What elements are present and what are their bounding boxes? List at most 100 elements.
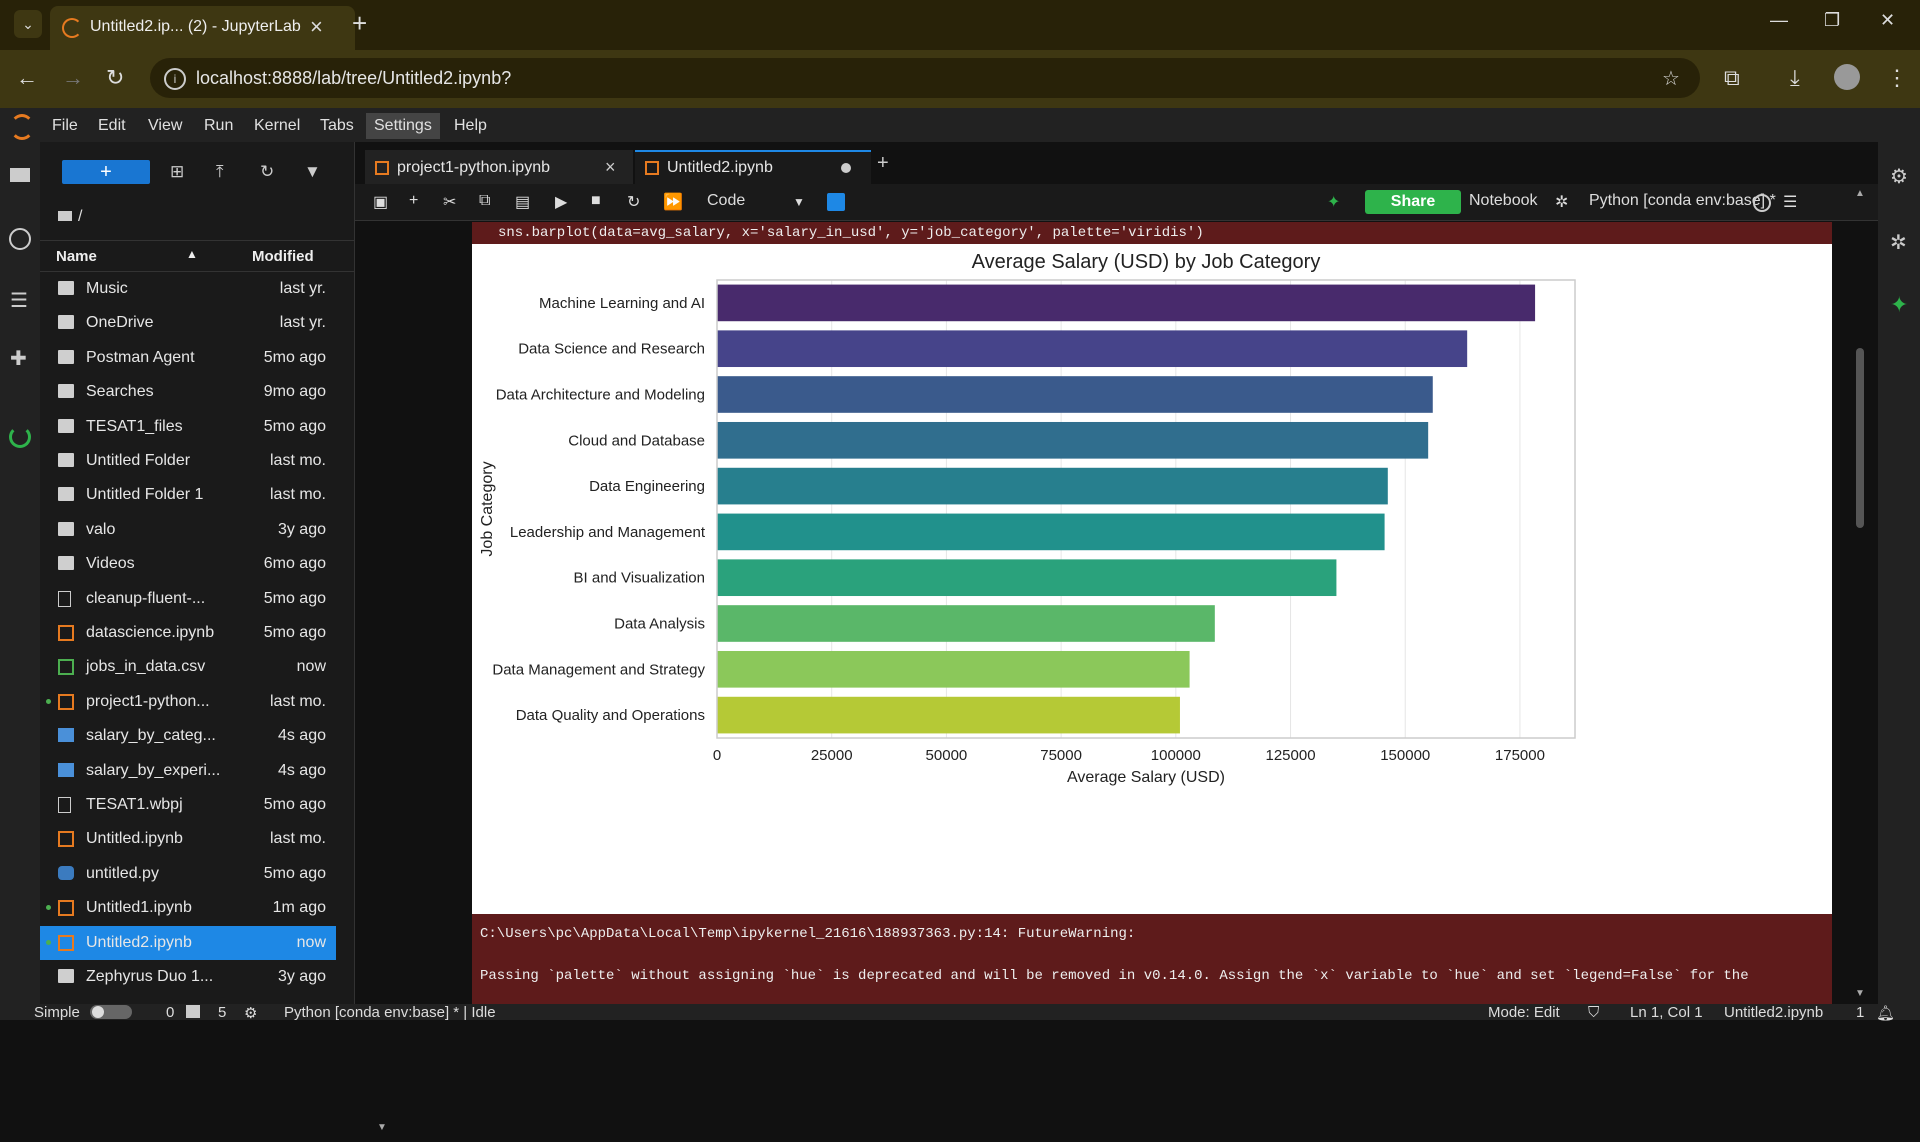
menu-kernel[interactable]: Kernel (254, 117, 301, 134)
menu-tabs[interactable]: Tabs (320, 117, 354, 134)
tab-untitled2[interactable]: Untitled2.ipynb (635, 150, 871, 184)
save-icon[interactable]: ▣ (373, 194, 389, 211)
shield-icon[interactable]: ⛉ (1588, 1004, 1600, 1021)
cursor-position[interactable]: Ln 1, Col 1 (1630, 1004, 1703, 1021)
extensions-puzzle-icon[interactable]: ✚ (10, 348, 27, 370)
code-line[interactable]: sns.barplot(data=avg_salary, x='salary_i… (472, 222, 1832, 244)
back-icon[interactable]: ← (16, 65, 38, 90)
tab-search-button[interactable]: ⌄ (14, 10, 42, 38)
site-info-icon[interactable]: i (164, 68, 186, 90)
scroll-down-icon[interactable]: ▼ (377, 1122, 387, 1133)
breadcrumb[interactable]: / (58, 208, 82, 226)
file-row[interactable]: TESAT1_files 5mo ago (40, 410, 336, 444)
upload-icon[interactable]: ⤒ (216, 162, 224, 181)
column-name[interactable]: Name (56, 248, 97, 265)
kernel-status-text[interactable]: Python [conda env:base] * | Idle (284, 1004, 496, 1021)
new-tab-button[interactable]: + (352, 8, 368, 38)
property-gear-icon[interactable]: ⚙ (1890, 166, 1908, 188)
breadcrumb-root[interactable]: / (78, 208, 83, 225)
file-row[interactable]: Zephyrus Duo 1... 3y ago (40, 960, 336, 994)
forward-icon[interactable]: → (62, 65, 84, 90)
bookmark-star-icon[interactable]: ☆ (1662, 68, 1680, 90)
file-row[interactable]: untitled.py 5mo ago (40, 857, 336, 891)
file-row[interactable]: Untitled1.ipynb 1m ago (40, 891, 336, 925)
bell-icon[interactable]: 🔔︎ (1876, 1005, 1896, 1022)
chevron-down-icon[interactable]: ▼ (793, 195, 805, 209)
omnibox[interactable]: i localhost:8888/lab/tree/Untitled2.ipyn… (150, 58, 1700, 98)
new-launcher-button[interactable]: + (62, 160, 150, 184)
file-row[interactable]: valo 3y ago (40, 513, 336, 547)
url-text[interactable]: localhost:8888/lab/tree/Untitled2.ipynb? (196, 68, 512, 88)
browser-menu-icon[interactable]: ⋮ (1886, 65, 1908, 90)
download-icon[interactable]: ⤓ (1790, 65, 1800, 90)
tab-project1[interactable]: project1-python.ipynb × (365, 150, 633, 184)
file-row[interactable]: project1-python... last mo. (40, 685, 336, 719)
git-icon[interactable] (9, 426, 31, 448)
file-row[interactable]: TESAT1.wbpj 5mo ago (40, 788, 336, 822)
browser-tab[interactable]: Untitled2.ip... (2) - JupyterLab × (50, 6, 355, 50)
stop-icon[interactable]: ■ (591, 192, 601, 209)
menu-run[interactable]: Run (204, 117, 234, 134)
reload-icon[interactable]: ↻ (106, 65, 125, 90)
file-row[interactable]: Music last yr. (40, 272, 336, 306)
terminal-count[interactable]: 0 (166, 1004, 175, 1021)
add-tab-button[interactable]: + (877, 152, 889, 174)
filter-icon[interactable]: ▼ (304, 162, 321, 181)
debugger-bug-icon[interactable]: ✲ (1890, 232, 1907, 254)
extensions-icon[interactable]: ⧉ (1724, 65, 1740, 90)
running-icon[interactable] (9, 228, 31, 250)
column-modified[interactable]: Modified (252, 248, 314, 265)
file-row[interactable]: salary_by_experi... 4s ago (40, 754, 336, 788)
menu-edit[interactable]: Edit (98, 117, 126, 134)
output-cell[interactable]: sns.barplot(data=avg_salary, x='salary_i… (472, 222, 1832, 1004)
ai-sparkle-icon[interactable]: ✦ (1327, 194, 1341, 211)
code-text[interactable]: sns.barplot(data=avg_salary, x='salary_i… (498, 225, 1204, 241)
notebook-scrollbar[interactable]: ▲ ▼ (1855, 188, 1865, 999)
simple-mode-toggle[interactable] (90, 1005, 132, 1019)
scroll-thumb[interactable] (1856, 348, 1864, 528)
file-row[interactable]: salary_by_categ... 4s ago (40, 719, 336, 753)
file-row[interactable]: Videos 6mo ago (40, 547, 336, 581)
scroll-down-icon[interactable]: ▼ (1855, 988, 1865, 999)
run-icon[interactable]: ▶ (555, 194, 568, 211)
cut-icon[interactable]: ✂ (443, 194, 457, 211)
file-row[interactable]: Untitled2.ipynb now (40, 925, 336, 960)
file-row[interactable]: datascience.ipynb 5mo ago (40, 616, 336, 650)
menu-view[interactable]: View (148, 117, 183, 134)
close-icon[interactable]: × (605, 157, 616, 177)
ai-assistant-icon[interactable]: ✦ (1890, 292, 1909, 317)
cell-type-select[interactable]: Code (707, 192, 746, 209)
file-row[interactable]: Searches 9mo ago (40, 375, 336, 409)
restore-icon[interactable]: ❐ (1824, 10, 1841, 30)
avatar[interactable] (1834, 64, 1860, 90)
sort-asc-icon[interactable]: ▲ (186, 247, 198, 261)
paste-icon[interactable]: ▤ (515, 194, 531, 211)
menu-icon[interactable]: ☰ (1783, 194, 1798, 211)
kernel-name[interactable]: Python [conda env:base] * (1589, 192, 1776, 209)
file-row[interactable]: Untitled Folder 1 last mo. (40, 478, 336, 512)
file-row[interactable]: OneDrive last yr. (40, 306, 336, 340)
close-window-icon[interactable]: ✕ (1880, 10, 1896, 30)
refresh-icon[interactable]: ↻ (260, 162, 275, 181)
minimize-icon[interactable]: — (1770, 10, 1788, 30)
unsaved-dot-icon[interactable] (841, 163, 851, 173)
file-row[interactable]: Untitled.ipynb last mo. (40, 822, 336, 856)
insert-cell-icon[interactable]: + (409, 192, 419, 209)
file-row[interactable]: jobs_in_data.csv now (40, 650, 336, 684)
copy-icon[interactable]: ⧉ (479, 192, 491, 209)
debugger-icon[interactable]: ✲ (1555, 194, 1569, 211)
scroll-up-icon[interactable]: ▲ (1855, 188, 1865, 199)
share-button[interactable]: Share (1365, 190, 1461, 214)
restart-run-all-icon[interactable]: ⏩ (663, 194, 683, 211)
file-row[interactable]: Postman Agent 5mo ago (40, 341, 336, 375)
new-folder-icon[interactable]: ⊞ (170, 162, 185, 181)
notification-count[interactable]: 1 (1856, 1004, 1865, 1021)
file-row[interactable]: Untitled Folder last mo. (40, 444, 336, 478)
close-tab-icon[interactable]: × (310, 14, 323, 39)
toc-icon[interactable]: ☰ (10, 290, 28, 312)
kernel-count[interactable]: 5 (218, 1004, 227, 1021)
restart-icon[interactable]: ↻ (627, 194, 641, 211)
folder-icon[interactable] (10, 168, 30, 182)
notebook-link[interactable]: Notebook (1469, 192, 1538, 209)
menu-settings[interactable]: Settings (366, 113, 440, 139)
